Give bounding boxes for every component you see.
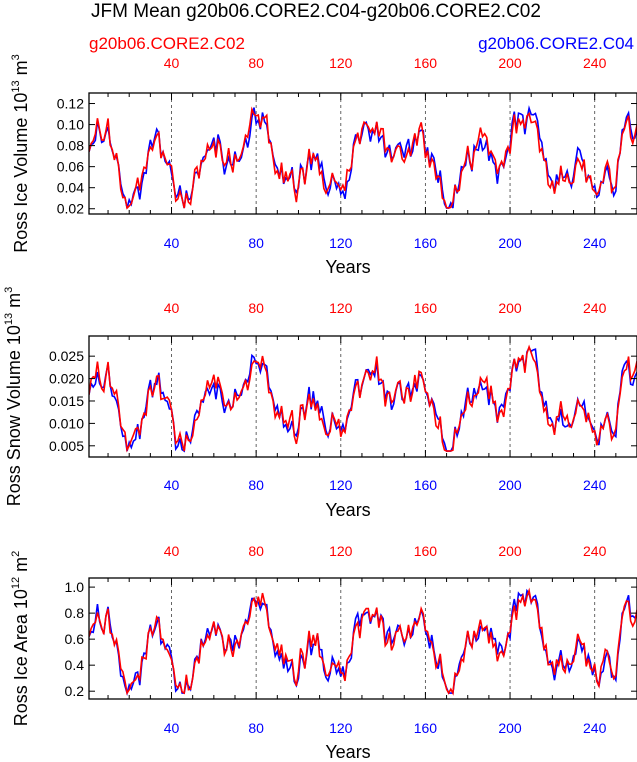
y-axis-label-unit-exp: 3 [10, 54, 22, 60]
bottom-tick-label: 200 [498, 235, 522, 251]
bottom-tick-label: 40 [164, 235, 180, 251]
panel-1: 0.02 0.04 0.06 0.08 0.10 0.12 40 40 80 80 120 120 16… [10, 54, 637, 277]
y-tick-label: 0.02 [57, 201, 84, 217]
panel-3: 0.2 0.4 0.6 0.8 1.0 40 40 80 80 120 120 160 160 200 20… [10, 543, 637, 762]
top-tick-label: 80 [248, 55, 264, 71]
y-tick-label: 0.015 [49, 393, 84, 409]
bottom-tick-label: 200 [498, 477, 522, 493]
y-axis-label-unit: m [11, 60, 31, 80]
bottom-tick-label: 240 [583, 235, 607, 251]
y-tick-label: 0.04 [57, 180, 84, 196]
y-tick-label: 0.4 [65, 657, 85, 673]
top-tick-label: 200 [498, 55, 522, 71]
top-tick-label: 160 [414, 300, 438, 316]
y-tick-label: 1.0 [65, 579, 85, 595]
y-tick-label: 0.005 [49, 438, 84, 454]
top-tick-label: 240 [583, 300, 607, 316]
top-tick-label: 120 [329, 543, 353, 559]
y-axis-label-exp: 13 [3, 313, 15, 325]
plot-frame [88, 92, 637, 215]
top-tick-label: 40 [164, 543, 180, 559]
bottom-tick-label: 200 [498, 720, 522, 736]
series-line-g20b06.CORE2.C04 [89, 346, 637, 453]
y-axis-label-unit: m [4, 293, 24, 313]
top-tick-label: 160 [414, 543, 438, 559]
bottom-tick-label: 240 [583, 477, 607, 493]
top-tick-label: 40 [164, 300, 180, 316]
legend-c04: g20b06.CORE2.C04 [478, 34, 634, 53]
plot-frame [88, 335, 637, 458]
y-tick-label: 0.8 [65, 605, 85, 621]
y-axis-label-text: Ross Snow Volume 10 [4, 325, 24, 506]
bottom-tick-label: 120 [329, 720, 353, 736]
bottom-tick-label: 80 [248, 235, 264, 251]
bottom-tick-label: 160 [414, 477, 438, 493]
y-axis-label-exp: 12 [10, 577, 22, 589]
top-tick-label: 120 [329, 300, 353, 316]
y-axis-label-unit-exp: 3 [3, 287, 15, 293]
top-tick-label: 200 [498, 300, 522, 316]
bottom-tick-label: 240 [583, 720, 607, 736]
x-axis-label: Years [325, 500, 370, 520]
y-tick-label: 0.12 [57, 96, 84, 112]
y-axis-label: Ross Ice Volume 1013 m3 [10, 54, 31, 252]
series-line-g20b06.CORE2.C04 [89, 588, 637, 697]
y-axis-label: Ross Ice Area 1012 m2 [10, 551, 31, 726]
bottom-tick-label: 80 [248, 720, 264, 736]
x-axis-label: Years [325, 742, 370, 762]
bottom-tick-label: 160 [414, 235, 438, 251]
series-line-g20b06.CORE2.C04 [89, 105, 637, 209]
panels: 0.02 0.04 0.06 0.08 0.10 0.12 40 40 80 80 120 120 16… [3, 54, 637, 762]
y-axis-label: Ross Snow Volume 1013 m3 [3, 287, 24, 506]
plot-frame [88, 577, 637, 700]
bottom-tick-label: 120 [329, 477, 353, 493]
series-line-g20b06.CORE2.C02 [89, 106, 637, 210]
bottom-tick-label: 80 [248, 477, 264, 493]
x-axis-label: Years [325, 257, 370, 277]
y-tick-label: 0.10 [57, 117, 84, 133]
y-tick-label: 0.025 [49, 348, 84, 364]
bottom-tick-label: 120 [329, 235, 353, 251]
y-tick-label: 0.08 [57, 138, 84, 154]
top-tick-label: 240 [583, 55, 607, 71]
y-axis-label-text: Ross Ice Area 10 [11, 589, 31, 726]
y-tick-label: 0.010 [49, 415, 84, 431]
y-tick-label: 0.2 [65, 683, 85, 699]
top-tick-label: 120 [329, 55, 353, 71]
bottom-tick-label: 40 [164, 477, 180, 493]
series-line-g20b06.CORE2.C02 [89, 344, 637, 453]
legend-c02: g20b06.CORE2.C02 [89, 34, 245, 53]
panel-2: 0.005 0.010 0.015 0.020 0.025 40 40 80 80 120 120 1… [3, 287, 637, 520]
y-axis-label-text: Ross Ice Volume 10 [11, 93, 31, 253]
series-line-g20b06.CORE2.C02 [89, 587, 637, 696]
top-tick-label: 80 [248, 300, 264, 316]
y-axis-label-exp: 13 [10, 80, 22, 92]
top-tick-label: 200 [498, 543, 522, 559]
top-tick-label: 80 [248, 543, 264, 559]
y-axis-label-unit: m [11, 557, 31, 577]
y-tick-label: 0.6 [65, 631, 85, 647]
y-axis-label-unit-exp: 2 [10, 551, 22, 557]
y-tick-label: 0.06 [57, 159, 84, 175]
top-tick-label: 40 [164, 55, 180, 71]
top-tick-label: 240 [583, 543, 607, 559]
bottom-tick-label: 40 [164, 720, 180, 736]
top-tick-label: 160 [414, 55, 438, 71]
bottom-tick-label: 160 [414, 720, 438, 736]
figure-title: JFM Mean g20b06.CORE2.C04-g20b06.CORE2.C… [91, 1, 541, 22]
y-tick-label: 0.020 [49, 371, 84, 387]
